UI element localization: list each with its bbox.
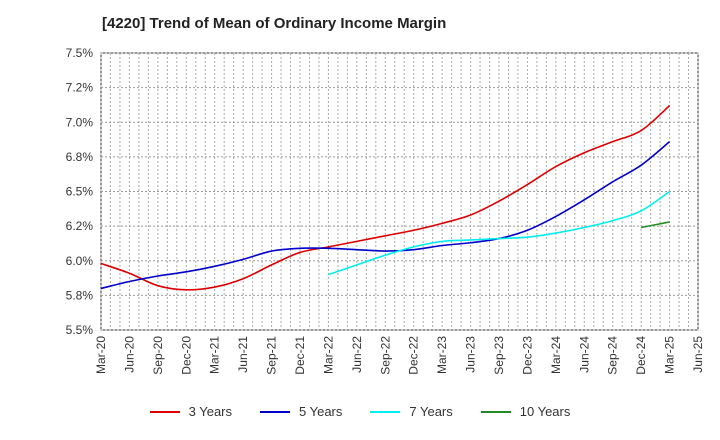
legend-item: 3 Years <box>149 404 232 419</box>
x-tick-label: Sep-24 <box>606 336 620 375</box>
x-tick-label: Sep-22 <box>378 336 392 375</box>
series-lines <box>100 105 671 291</box>
y-tick-label: 7.0% <box>66 115 94 129</box>
legend-item: 5 Years <box>260 404 342 419</box>
x-tick-label: Sep-20 <box>151 336 165 375</box>
legend-label: 10 Years <box>519 404 571 419</box>
x-tick-label: Dec-21 <box>293 336 307 375</box>
y-tick-label: 6.0% <box>66 254 94 268</box>
x-tick-label: Sep-21 <box>265 336 279 375</box>
y-tick-label: 6.8% <box>66 150 94 164</box>
x-tick-label: Dec-22 <box>407 336 421 375</box>
legend-label: 5 Years <box>299 404 343 419</box>
x-tick-label: Mar-21 <box>208 336 222 374</box>
x-tick-label: Jun-22 <box>350 336 364 373</box>
legend-swatch <box>149 410 180 413</box>
x-tick-label: Jun-20 <box>122 336 136 373</box>
x-axis: Mar-20 Jun-20 Sep-20 Dec-20 Mar-21 Jun-21 Sep-… <box>94 336 705 375</box>
series-line-10-years <box>640 221 670 229</box>
x-tick-label: Mar-22 <box>321 336 335 374</box>
legend: 3 Years 5 Years 7 Years 10 Years <box>0 404 720 419</box>
y-axis: 5.5% 5.8% 6.0% 6.2% 6.5% 6.8% 7.0% 7.2% 7.5% <box>66 46 94 337</box>
x-tick-label: Dec-24 <box>634 336 648 375</box>
x-tick-label: Jun-25 <box>691 336 705 373</box>
series-line-5-years <box>100 141 671 290</box>
y-tick-label: 5.8% <box>66 288 94 302</box>
legend-item: 10 Years <box>480 404 571 419</box>
chart-title: [4220] Trend of Mean of Ordinary Income … <box>102 15 447 32</box>
legend-label: 3 Years <box>188 404 232 419</box>
x-tick-label: Mar-24 <box>549 336 563 374</box>
y-tick-label: 5.5% <box>66 323 94 337</box>
x-tick-label: Jun-23 <box>464 336 478 373</box>
y-tick-label: 6.5% <box>66 185 94 199</box>
x-tick-label: Sep-23 <box>492 336 506 375</box>
legend-swatch <box>260 410 290 413</box>
x-tick-label: Dec-20 <box>179 336 193 375</box>
x-tick-label: Jun-21 <box>236 336 250 373</box>
y-tick-label: 7.2% <box>66 81 94 95</box>
x-tick-label: Mar-25 <box>663 336 677 374</box>
legend-label: 7 Years <box>409 404 453 419</box>
x-tick-label: Jun-24 <box>577 336 591 373</box>
x-tick-label: Dec-23 <box>520 336 534 375</box>
legend-swatch <box>370 410 401 413</box>
series-line-3-years <box>100 105 671 291</box>
legend-item: 7 Years <box>370 404 453 419</box>
y-tick-label: 6.2% <box>66 219 94 233</box>
series-line-7-years <box>328 190 671 276</box>
x-tick-label: Mar-23 <box>435 336 449 374</box>
x-tick-label: Mar-20 <box>94 336 108 374</box>
legend-swatch <box>480 410 511 413</box>
y-tick-label: 7.5% <box>66 46 94 60</box>
